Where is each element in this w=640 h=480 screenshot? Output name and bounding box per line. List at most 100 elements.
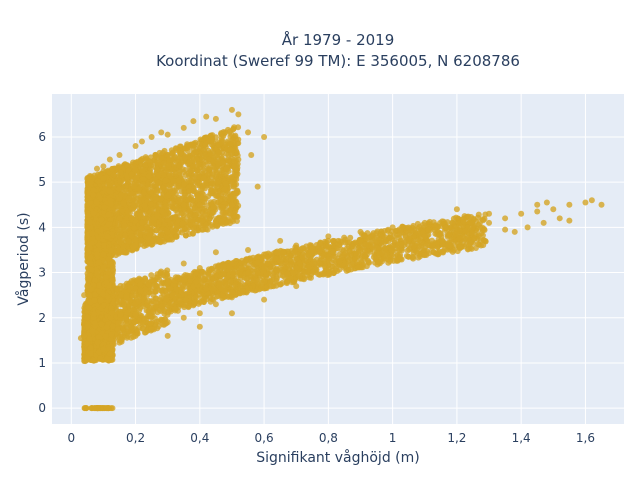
data-point	[124, 174, 131, 181]
data-point	[354, 259, 361, 266]
data-point	[279, 279, 286, 286]
data-point	[153, 227, 160, 234]
data-point	[212, 271, 219, 278]
data-point	[452, 242, 459, 249]
data-point	[439, 241, 446, 248]
data-point	[305, 264, 312, 271]
data-point	[91, 172, 98, 179]
data-point	[121, 222, 128, 229]
data-point	[125, 238, 132, 245]
data-point	[193, 269, 200, 276]
data-point	[128, 278, 135, 285]
data-point	[237, 275, 244, 282]
data-point	[334, 245, 341, 252]
data-point	[131, 225, 138, 232]
data-point	[254, 254, 261, 261]
data-point	[123, 334, 130, 341]
data-point	[287, 262, 294, 269]
data-point	[193, 294, 200, 301]
data-point	[173, 233, 180, 240]
data-point	[117, 311, 124, 318]
data-point	[417, 237, 424, 244]
data-point	[438, 237, 445, 244]
data-point	[425, 226, 432, 233]
data-point	[289, 269, 296, 276]
data-point	[225, 156, 232, 163]
data-point	[396, 255, 403, 262]
data-point	[446, 231, 453, 238]
data-point	[125, 328, 132, 335]
data-point	[370, 230, 377, 237]
data-point	[160, 172, 167, 179]
data-point	[326, 268, 333, 275]
data-point	[137, 312, 144, 319]
data-point	[465, 235, 472, 242]
data-point	[213, 170, 220, 177]
data-point	[142, 286, 149, 293]
data-point	[421, 252, 428, 259]
data-point	[134, 327, 141, 334]
data-point	[220, 204, 227, 211]
data-point	[206, 165, 213, 172]
data-point	[481, 226, 488, 233]
data-point	[300, 245, 307, 252]
data-point	[258, 283, 265, 290]
data-point	[363, 241, 370, 248]
data-point	[408, 227, 415, 234]
data-point	[149, 276, 156, 283]
data-point	[167, 220, 174, 227]
data-point	[280, 249, 287, 256]
data-point	[159, 321, 166, 328]
data-point	[235, 202, 242, 209]
data-point	[269, 282, 276, 289]
data-point	[134, 277, 141, 284]
data-point	[195, 227, 202, 234]
data-point	[308, 248, 315, 255]
data-point	[158, 294, 165, 301]
data-point	[145, 281, 152, 288]
data-point	[148, 218, 155, 225]
data-point	[195, 173, 202, 180]
data-point	[110, 171, 117, 178]
data-point	[299, 254, 306, 261]
data-point	[157, 270, 164, 277]
data-point	[229, 288, 236, 295]
data-point	[272, 255, 279, 262]
data-point	[120, 200, 127, 207]
data-point	[352, 250, 359, 257]
data-point	[456, 222, 463, 229]
data-point	[465, 213, 472, 220]
data-point	[236, 269, 243, 276]
data-point	[192, 299, 199, 306]
data-point	[373, 239, 380, 246]
data-point	[277, 258, 284, 265]
data-point	[153, 318, 160, 325]
data-point	[361, 232, 368, 239]
data-point	[449, 219, 456, 226]
data-point	[286, 253, 293, 260]
data-point	[165, 309, 172, 316]
data-point	[410, 253, 417, 260]
data-point	[140, 176, 147, 183]
data-point	[346, 256, 353, 263]
data-point	[388, 247, 395, 254]
data-point	[187, 177, 194, 184]
data-point	[460, 233, 467, 240]
data-point	[429, 242, 436, 249]
data-point	[231, 124, 238, 131]
data-point	[187, 207, 194, 214]
data-point	[390, 253, 397, 260]
data-point	[471, 235, 478, 242]
data-point	[176, 297, 183, 304]
data-point	[205, 266, 212, 273]
data-point	[214, 263, 221, 270]
data-point	[172, 286, 179, 293]
data-point	[204, 226, 211, 233]
data-point	[254, 259, 261, 266]
data-point	[193, 278, 200, 285]
data-point	[97, 171, 104, 178]
data-point	[222, 287, 229, 294]
data-point	[383, 238, 390, 245]
data-point	[268, 277, 275, 284]
data-point	[370, 254, 377, 261]
